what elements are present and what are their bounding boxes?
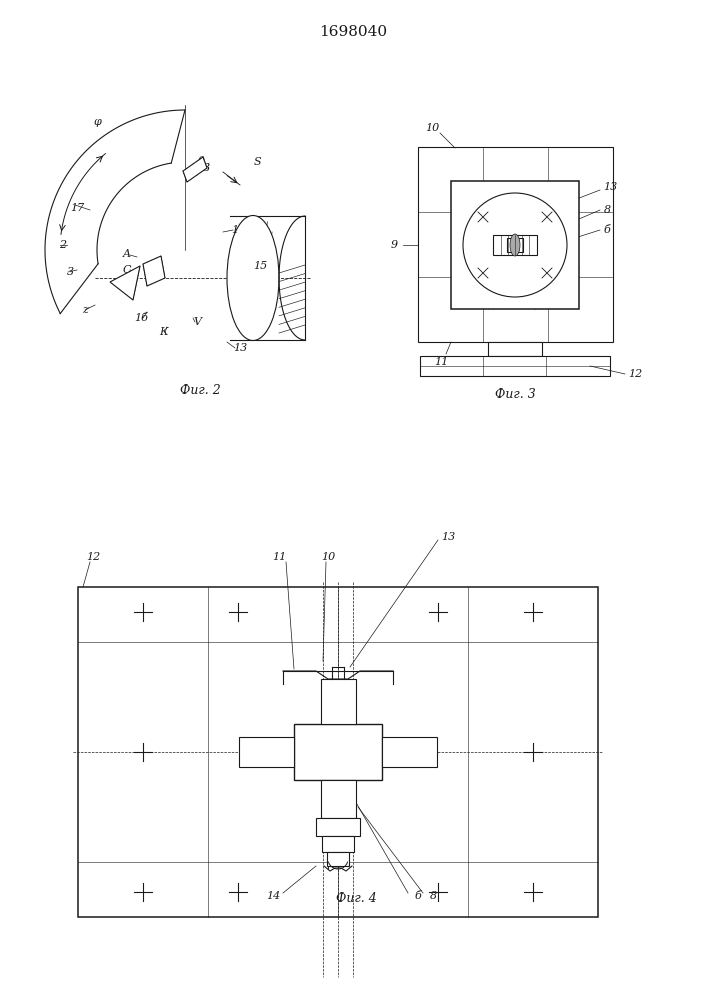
Bar xyxy=(493,235,537,255)
Text: S: S xyxy=(253,157,261,167)
Text: 12: 12 xyxy=(86,552,100,562)
Polygon shape xyxy=(110,266,140,300)
Ellipse shape xyxy=(227,216,279,340)
Bar xyxy=(451,181,579,309)
Text: C: C xyxy=(123,265,132,275)
Text: Фиг. 2: Фиг. 2 xyxy=(180,383,221,396)
Bar xyxy=(418,147,613,342)
Bar xyxy=(321,780,356,818)
Text: 17: 17 xyxy=(70,203,84,213)
Text: В: В xyxy=(201,163,209,173)
Bar xyxy=(78,587,598,917)
Bar xyxy=(507,238,523,252)
Ellipse shape xyxy=(510,234,520,256)
Text: К: К xyxy=(158,327,168,337)
Bar xyxy=(488,342,542,356)
Text: 11: 11 xyxy=(434,357,448,367)
Text: Фиг. 3: Фиг. 3 xyxy=(495,387,535,400)
Bar xyxy=(294,724,382,780)
Text: 11: 11 xyxy=(272,552,286,562)
Polygon shape xyxy=(143,256,165,286)
Text: 9: 9 xyxy=(390,240,397,250)
Polygon shape xyxy=(183,157,207,182)
Text: 15: 15 xyxy=(253,261,267,271)
Text: z: z xyxy=(82,305,88,315)
Text: 8: 8 xyxy=(604,205,611,215)
Text: φ: φ xyxy=(93,117,101,127)
Text: 14: 14 xyxy=(266,891,280,901)
Text: 13: 13 xyxy=(441,532,455,542)
Text: 10: 10 xyxy=(321,552,335,562)
Text: 10: 10 xyxy=(425,123,439,133)
Text: 13: 13 xyxy=(603,182,617,192)
Text: 3: 3 xyxy=(66,267,74,277)
Text: б: б xyxy=(414,891,421,901)
Text: θ: θ xyxy=(198,157,204,167)
Bar xyxy=(327,852,349,866)
Bar xyxy=(316,818,360,836)
Text: 12: 12 xyxy=(628,369,642,379)
Text: 8: 8 xyxy=(429,891,436,901)
Text: 1б: 1б xyxy=(134,313,148,323)
Text: Фиг. 4: Фиг. 4 xyxy=(336,892,376,906)
Text: б: б xyxy=(604,225,610,235)
Text: 1: 1 xyxy=(231,225,238,235)
Text: 1698040: 1698040 xyxy=(319,25,387,39)
Circle shape xyxy=(463,193,567,297)
Text: 13: 13 xyxy=(233,343,247,353)
Text: 2: 2 xyxy=(59,240,66,250)
Bar xyxy=(382,737,437,767)
Bar xyxy=(322,836,354,852)
Text: V: V xyxy=(193,317,201,327)
Bar xyxy=(420,356,610,376)
Bar xyxy=(239,737,294,767)
Bar xyxy=(321,679,356,724)
Text: A: A xyxy=(123,249,131,259)
